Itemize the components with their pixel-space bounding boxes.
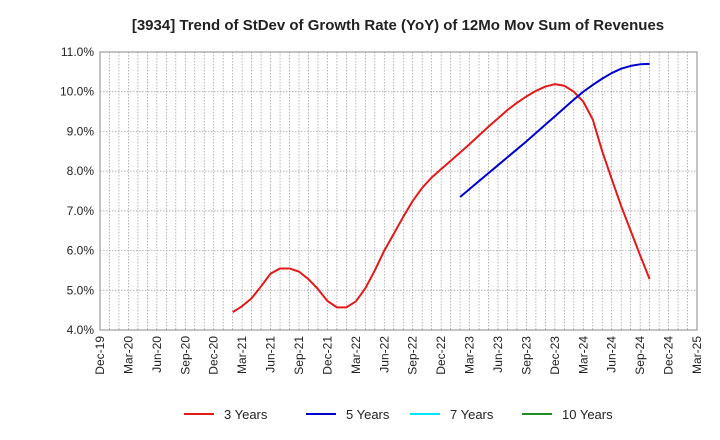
x-axis: Dec-19 Mar-20 Jun-20 Sep-20 Dec-20 Mar-21 Jun-… xyxy=(93,336,704,375)
y-tick-label: 4.0% xyxy=(67,323,95,337)
legend: 3 Years 5 Years 7 Years 10 Years xyxy=(184,407,613,422)
x-tick-label: Dec-20 xyxy=(207,336,221,375)
y-tick-label: 5.0% xyxy=(67,283,95,297)
legend-label: 5 Years xyxy=(346,407,390,422)
y-tick-label: 11.0% xyxy=(61,45,94,59)
x-tick-label: Jun-22 xyxy=(377,336,391,373)
y-tick-label: 6.0% xyxy=(67,244,95,258)
x-tick-label: Mar-24 xyxy=(576,336,590,374)
x-tick-label: Jun-23 xyxy=(491,336,505,373)
grid-layer xyxy=(99,51,698,331)
x-tick-label: Dec-19 xyxy=(93,336,107,375)
y-tick-label: 9.0% xyxy=(67,124,95,138)
x-tick-label: Mar-20 xyxy=(121,336,135,374)
x-tick-label: Sep-23 xyxy=(519,336,533,375)
x-tick-label: Sep-24 xyxy=(633,336,647,375)
y-tick-label: 10.0% xyxy=(60,85,94,99)
y-tick-label: 8.0% xyxy=(67,164,95,178)
x-tick-label: Jun-21 xyxy=(264,336,278,373)
x-tick-label: Mar-21 xyxy=(235,336,249,374)
series-line-5-years xyxy=(459,62,650,198)
x-tick-label: Dec-22 xyxy=(434,336,448,375)
x-tick-label: Sep-22 xyxy=(406,336,420,375)
x-tick-label: Mar-23 xyxy=(463,336,477,374)
legend-label: 3 Years xyxy=(224,407,268,422)
series-line-3-years xyxy=(232,83,651,313)
chart-title: [3934] Trend of StDev of Growth Rate (Yo… xyxy=(132,17,664,34)
x-tick-label: Sep-20 xyxy=(178,336,192,375)
y-tick-label: 7.0% xyxy=(67,204,95,218)
plot-frame xyxy=(99,51,698,331)
legend-label: 10 Years xyxy=(562,407,613,422)
x-tick-label: Jun-24 xyxy=(605,336,619,373)
x-tick-label: Mar-22 xyxy=(349,336,363,374)
series-layer xyxy=(232,62,651,313)
y-axis: 4.0% 5.0% 6.0% 7.0% 8.0% 9.0% 10.0% 11.0% xyxy=(60,45,94,337)
x-tick-label: Dec-24 xyxy=(662,336,676,375)
x-tick-label: Dec-23 xyxy=(548,336,562,375)
x-tick-label: Mar-25 xyxy=(690,336,704,374)
legend-label: 7 Years xyxy=(450,407,494,422)
x-tick-label: Dec-21 xyxy=(320,336,334,375)
x-tick-label: Jun-20 xyxy=(150,336,164,373)
x-tick-label: Sep-21 xyxy=(292,336,306,375)
